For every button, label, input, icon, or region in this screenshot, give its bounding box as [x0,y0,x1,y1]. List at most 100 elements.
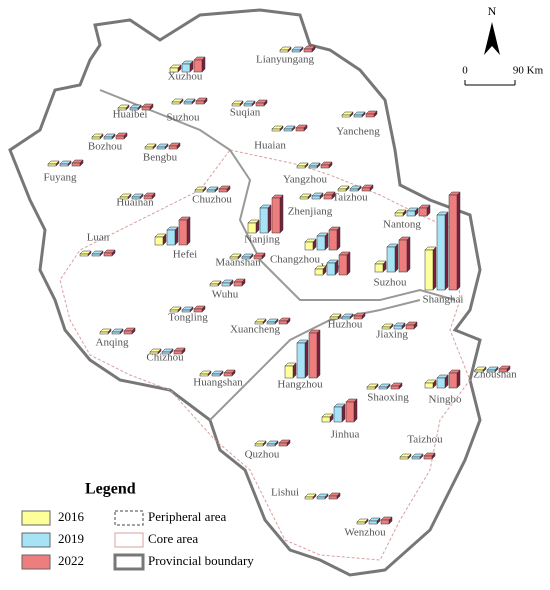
city-label: Luan [87,232,110,244]
bar [283,128,293,132]
bar [314,268,324,276]
bar-side [444,211,449,291]
province-boundary [209,299,421,421]
city-label: Wenzhou [344,527,386,539]
scale-end: 90 Km [513,65,544,77]
city-label: Bengbu [143,152,178,164]
bar [91,253,101,257]
bar [448,194,458,291]
bar [296,342,306,379]
bar [103,252,113,257]
bar [381,326,391,330]
bar-side [353,398,358,423]
city-label: Ningbo [429,394,463,406]
bar [353,114,363,118]
region-outline [8,8,482,577]
bar [254,443,264,447]
bar [171,101,181,105]
bar [498,368,508,373]
bar-side [456,191,461,291]
bar [349,188,359,192]
bar [149,351,159,355]
city-label: Huaibei [113,109,148,121]
bar [311,195,321,200]
bar [117,107,127,111]
city-label: Anqing [96,337,130,349]
bar [320,164,330,169]
bar [436,377,446,389]
bar [299,196,309,200]
legend-swatch [21,554,51,570]
bar [156,146,166,150]
bar [405,324,415,330]
city-label: Lishui [271,487,299,499]
legend-label: 2016 [58,509,85,524]
bar [47,163,57,167]
core-boundary [59,149,471,561]
bar [366,386,376,390]
bar [394,212,404,217]
bar [141,106,151,111]
legend-line-swatch [113,553,145,571]
bar [374,263,384,273]
city-label: Xuancheng [230,324,281,336]
bar [308,332,318,379]
bar [424,249,434,291]
bar [323,194,333,200]
bar [365,113,375,118]
bar [233,281,243,287]
bar [255,102,265,107]
bar [218,188,228,193]
city-label: Jiaxing [376,329,408,341]
bar [368,520,378,525]
city-label: Zhenjiang [288,206,333,218]
city-label: Shaoxing [367,392,409,404]
bar [378,386,388,390]
bar-side [406,236,411,273]
bar [59,163,69,167]
city-label: Hangzhou [277,379,323,391]
bar [278,320,288,325]
bar [169,67,179,73]
city-label: Fuyang [44,172,78,184]
bar [296,165,306,169]
bar [178,219,188,246]
bar [173,350,183,355]
bar [193,59,203,73]
bar [131,196,141,200]
city-label: Wuhu [212,289,239,301]
bar [390,385,400,390]
bar-side [304,339,309,379]
legend-label: Peripheral area [148,509,227,524]
bar [166,229,176,246]
city-label: Huzhou [328,319,363,331]
city-label: Suzhou [167,112,201,124]
bar [418,207,428,217]
legend-swatch [21,532,51,548]
bar [161,351,171,355]
bar [386,246,396,273]
legend-line-swatch [114,532,144,548]
bar [406,210,416,217]
bar [304,496,314,500]
bar [154,236,164,246]
bar [316,496,326,500]
bar [181,309,191,313]
bar-side [267,204,272,234]
bar [241,256,251,260]
bar [316,235,326,251]
legend-label: Core area [148,531,198,546]
city-label: Xuzhou [168,71,203,83]
bar [321,416,331,423]
bar [474,369,484,373]
bar [115,135,125,140]
city-label: Huaian [254,140,286,152]
bar [211,373,221,377]
bar [411,456,421,460]
city-label: Bozhou [88,141,123,153]
bar [329,316,339,320]
city-label: Changzhou [270,254,321,266]
city-label: Hefei [173,249,197,261]
bar [279,49,289,53]
